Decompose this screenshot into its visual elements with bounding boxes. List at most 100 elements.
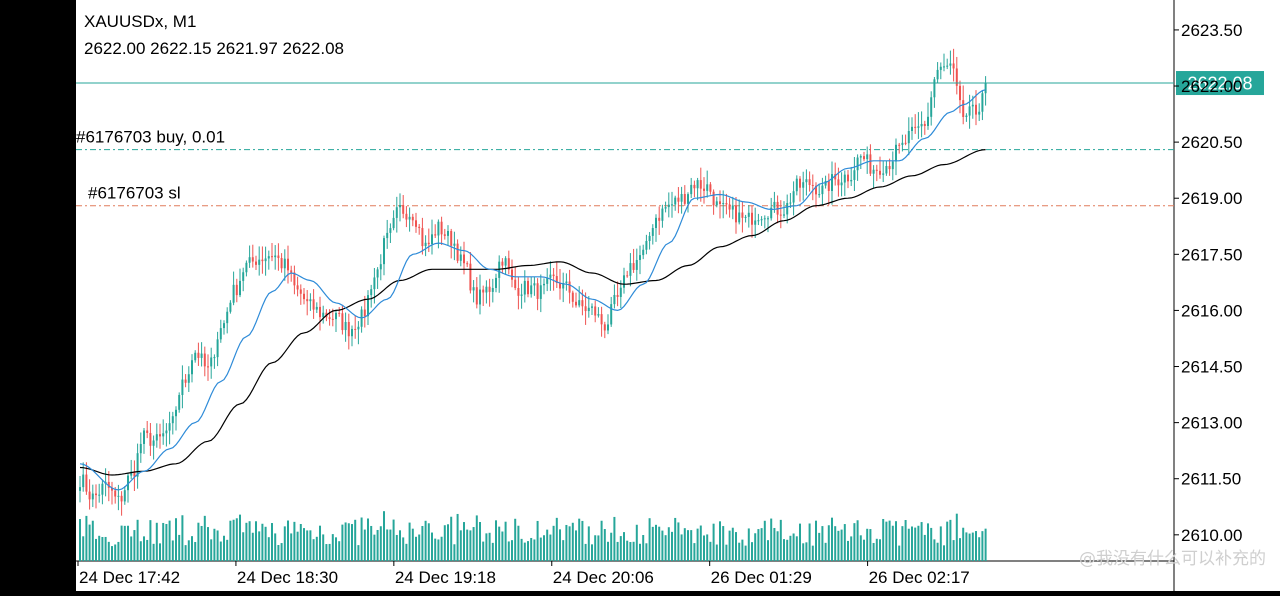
candle-body-112 [437, 221, 440, 236]
candle-body-95 [383, 238, 385, 265]
volume-bar-72 [309, 530, 312, 561]
candle-body-79 [331, 318, 334, 320]
candle-body-12 [117, 495, 120, 497]
candle-body-249 [875, 169, 878, 171]
candle-body-207 [741, 212, 744, 218]
volume-bar-217 [773, 527, 776, 561]
candle-body-171 [626, 275, 629, 277]
volume-bar-35 [191, 536, 193, 561]
candle-body-124 [475, 287, 478, 305]
candle-body-133 [504, 258, 507, 266]
candle-body-15 [127, 475, 129, 491]
candle-body-22 [149, 432, 152, 446]
candle-body-195 [703, 188, 705, 191]
candle-body-253 [888, 166, 891, 170]
volume-bar-50 [239, 514, 241, 561]
candle-body-192 [693, 184, 696, 189]
candle-body-230 [815, 185, 817, 195]
candle-body-23 [152, 440, 155, 446]
volume-bar-16 [130, 536, 133, 561]
volume-bar-105 [415, 536, 417, 561]
candle-body-154 [571, 292, 574, 302]
volume-bar-55 [255, 521, 257, 561]
volume-bar-204 [731, 527, 734, 561]
candle-body-34 [187, 374, 190, 383]
candle-body-240 [847, 174, 849, 182]
candle-body-126 [482, 289, 485, 293]
candle-body-144 [539, 285, 542, 299]
candle-body-113 [440, 221, 443, 235]
volume-bar-218 [776, 531, 779, 561]
volume-bar-101 [402, 537, 405, 561]
time-tick-label-2: 24 Dec 19:18 [395, 568, 496, 587]
candle-body-45 [223, 323, 225, 329]
volume-bar-202 [725, 544, 728, 561]
volume-bar-120 [463, 522, 465, 561]
candle-body-163 [600, 314, 603, 325]
candle-body-78 [328, 317, 331, 319]
candle-body-85 [351, 328, 353, 337]
volume-bar-110 [431, 532, 433, 561]
candle-body-215 [767, 218, 769, 220]
candle-body-5 [95, 493, 97, 496]
volume-bar-70 [303, 528, 305, 561]
volume-bar-171 [626, 540, 629, 561]
volume-bar-266 [930, 527, 933, 561]
candle-body-262 [917, 126, 920, 128]
price-tick-label-5: 2616.00 [1181, 301, 1242, 320]
candle-body-143 [536, 283, 539, 299]
volume-bar-223 [792, 533, 795, 561]
volume-bar-132 [501, 531, 504, 561]
volume-bar-137 [517, 525, 520, 561]
volume-bar-38 [200, 525, 203, 561]
candle-body-24 [155, 434, 158, 441]
candle-body-202 [725, 203, 728, 205]
candle-body-263 [920, 123, 923, 127]
volume-bar-283 [984, 528, 987, 561]
candle-body-252 [885, 166, 888, 174]
candle-body-167 [613, 294, 616, 305]
volume-bar-23 [152, 543, 155, 561]
volume-bar-8 [104, 536, 107, 561]
volume-bar-113 [440, 536, 443, 561]
volume-bar-205 [735, 532, 737, 561]
volume-bar-141 [530, 537, 533, 561]
candle-body-108 [424, 242, 427, 247]
volume-bar-77 [325, 544, 328, 561]
candle-body-178 [648, 235, 651, 241]
volume-bar-34 [187, 540, 190, 561]
candle-body-70 [303, 293, 305, 300]
candle-body-273 [952, 63, 955, 69]
volume-bar-211 [754, 533, 757, 561]
volume-bar-136 [514, 518, 517, 561]
volume-bar-97 [389, 529, 392, 561]
candle-body-142 [533, 283, 536, 286]
candle-body-111 [434, 234, 437, 236]
candle-body-209 [747, 212, 750, 217]
volume-bar-251 [882, 518, 885, 561]
candle-body-93 [376, 269, 379, 278]
candle-body-260 [911, 126, 913, 132]
volume-bar-183 [664, 535, 667, 561]
volume-bar-143 [536, 520, 539, 561]
candle-body-282 [981, 93, 984, 112]
candle-body-68 [296, 285, 299, 290]
candle-body-214 [763, 218, 766, 220]
volume-bar-184 [667, 527, 670, 561]
volume-bar-153 [568, 526, 571, 561]
candle-body-234 [827, 181, 830, 191]
candle-body-277 [965, 115, 968, 117]
candle-body-119 [459, 254, 462, 261]
candle-body-137 [517, 288, 520, 296]
volume-bar-99 [395, 534, 398, 561]
volume-bar-220 [783, 539, 785, 561]
candle-body-58 [264, 258, 267, 262]
volume-bar-10 [111, 546, 113, 561]
volume-bar-207 [741, 539, 744, 561]
volume-bar-147 [549, 534, 552, 561]
volume-bar-74 [315, 536, 318, 561]
volume-bar-226 [802, 543, 805, 561]
candle-body-65 [287, 258, 289, 271]
